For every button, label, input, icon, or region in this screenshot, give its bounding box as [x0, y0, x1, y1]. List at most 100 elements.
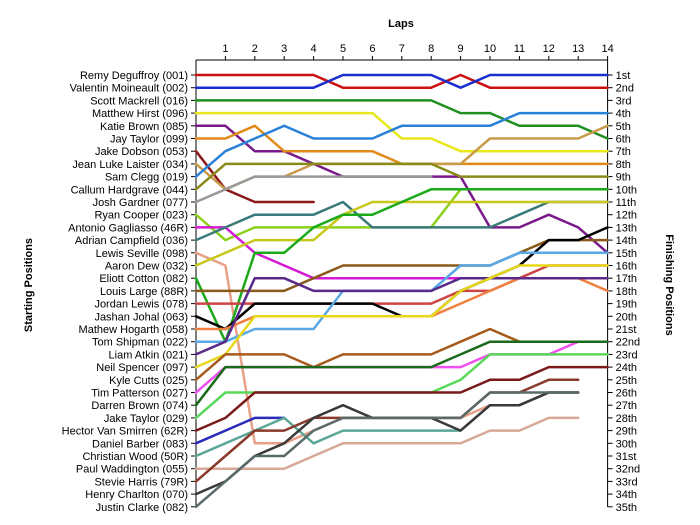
- finishing-position-label: 25th: [616, 375, 637, 387]
- driver-position-line: [194, 175, 433, 204]
- starting-driver-label: Jake Dobson (053): [95, 146, 188, 158]
- starting-driver-label: Adrian Campfield (036): [75, 235, 188, 247]
- lap-tick-label: 8: [428, 43, 434, 55]
- lap-tick-label: 3: [281, 43, 287, 55]
- starting-driver-label: Jean Luke Laister (034): [72, 159, 188, 171]
- starting-driver-label: Scott Mackrell (016): [90, 95, 188, 107]
- starting-driver-label: Louis Large (88R): [100, 286, 188, 298]
- driver-position-line: [194, 416, 286, 445]
- lap-tick-label: 11: [514, 43, 525, 55]
- driver-position-line: [194, 276, 609, 356]
- driver-position-line: [194, 264, 609, 369]
- starting-driver-label: Paul Waddington (055): [76, 464, 188, 476]
- lap-tick-label: 12: [543, 43, 555, 55]
- starting-driver-label: Josh Gardner (077): [93, 197, 188, 209]
- driver-position-line: [194, 391, 580, 509]
- finishing-position-label: 28th: [616, 413, 637, 425]
- left-axis-title: Starting Positions: [23, 238, 35, 332]
- driver-position-line: [194, 73, 609, 89]
- finishing-position-label: 27th: [616, 400, 637, 412]
- starting-driver-label: Eliott Cotton (082): [99, 273, 188, 285]
- finishing-position-label: 9th: [616, 172, 631, 184]
- starting-driver-label: Remy Deguffroy (001): [80, 70, 188, 82]
- finishing-position-label: 6th: [616, 134, 631, 146]
- lap-tick-label: 9: [458, 43, 464, 55]
- driver-position-line: [194, 99, 609, 140]
- starting-driver-label: Jay Taylor (099): [110, 134, 188, 146]
- finishing-position-label: 24th: [616, 362, 637, 374]
- starting-driver-label: Neil Spencer (097): [96, 362, 188, 374]
- lap-tick-label: 2: [252, 43, 258, 55]
- finishing-position-label: 18th: [616, 286, 637, 298]
- driver-position-line: [194, 226, 462, 280]
- starting-driver-label: Aaron Dew (032): [105, 261, 188, 273]
- lap-tick-label: 6: [369, 43, 375, 55]
- starting-driver-label: Justin Clarke (082): [96, 502, 188, 514]
- finishing-position-label: 14th: [616, 235, 637, 247]
- driver-position-line: [194, 149, 315, 204]
- driver-position-line: [194, 162, 609, 191]
- starting-driver-label: Antonio Gagliasso (46R): [68, 222, 188, 234]
- finishing-position-label: 29th: [616, 426, 637, 438]
- finishing-position-label: 34th: [616, 489, 637, 501]
- finishing-position-label: 21st: [616, 324, 637, 336]
- right-axis-title: Finishing Positions: [663, 234, 675, 335]
- finishing-position-label: 8th: [616, 159, 631, 171]
- finishing-position-label: 13th: [616, 222, 637, 234]
- finishing-position-label: 20th: [616, 311, 637, 323]
- driver-position-line: [194, 238, 609, 293]
- finishing-position-label: 19th: [616, 299, 637, 311]
- starting-driver-label: Tim Patterson (027): [91, 388, 188, 400]
- starting-driver-label: Mathew Hogarth (058): [79, 324, 188, 336]
- finishing-position-label: 26th: [616, 388, 637, 400]
- finishing-position-label: 11th: [616, 197, 637, 209]
- finishing-position-label: 17th: [616, 273, 637, 285]
- driver-position-line: [194, 111, 609, 153]
- driver-position-line: [194, 111, 609, 178]
- lap-tick-label: 5: [340, 43, 346, 55]
- finishing-position-label: 22nd: [616, 337, 640, 349]
- lap-tick-label: 7: [399, 43, 405, 55]
- starting-driver-label: Christian Wood (50R): [82, 451, 188, 463]
- finishing-position-label: 30th: [616, 438, 637, 450]
- starting-driver-label: Stevie Harris (79R): [94, 476, 188, 488]
- starting-driver-label: Henry Charlton (070): [85, 489, 188, 501]
- starting-driver-label: Darren Brown (074): [91, 400, 188, 412]
- lap-tick-label: 4: [311, 43, 317, 55]
- driver-position-line: [194, 200, 609, 242]
- lap-tick-label: 14: [601, 43, 613, 55]
- starting-driver-label: Daniel Barber (083): [92, 438, 188, 450]
- finishing-position-label: 16th: [616, 261, 637, 273]
- finishing-position-label: 4th: [616, 108, 631, 120]
- finishing-position-label: 3rd: [616, 95, 632, 107]
- finishing-position-label: 1st: [616, 70, 631, 82]
- starting-driver-label: Sam Clegg (019): [105, 172, 188, 184]
- axes: 1 2 3 4 5 6 7 8 9 10 11 12 13 14: [191, 43, 614, 508]
- x-axis-title: Laps: [388, 18, 414, 30]
- starting-driver-label: Kyle Cutts (025): [109, 375, 188, 387]
- starting-driver-label: Tom Shipman (022): [92, 337, 188, 349]
- finishing-position-label: 5th: [616, 121, 631, 133]
- finishing-position-label: 33rd: [616, 476, 638, 488]
- finishing-position-label: 35th: [616, 502, 637, 514]
- finishing-position-label: 12th: [616, 210, 637, 222]
- starting-driver-label: Lewis Seville (098): [96, 248, 188, 260]
- starting-driver-label: Jake Taylor (029): [104, 413, 188, 425]
- starting-driver-label: Valentin Moineault (002): [70, 83, 188, 95]
- finishing-position-label: 32nd: [616, 464, 640, 476]
- starting-driver-label: Katie Brown (085): [100, 121, 188, 133]
- driver-position-line: [194, 73, 609, 89]
- starting-driver-label: Jordan Lewis (078): [94, 299, 188, 311]
- finishing-position-label: 15th: [616, 248, 637, 260]
- driver-position-line: [194, 188, 609, 343]
- driver-position-line: [194, 365, 609, 432]
- lap-tick-label: 1: [222, 43, 228, 55]
- starting-driver-label: Liam Atkin (021): [109, 349, 188, 361]
- series-layer: [194, 73, 609, 509]
- starting-driver-label: Matthew Hirst (096): [92, 108, 188, 120]
- starting-driver-label: Jashan Johal (063): [94, 311, 188, 323]
- starting-driver-label: Callum Hardgrave (044): [71, 184, 188, 196]
- driver-position-line: [194, 340, 609, 407]
- finishing-position-label: 2nd: [616, 83, 634, 95]
